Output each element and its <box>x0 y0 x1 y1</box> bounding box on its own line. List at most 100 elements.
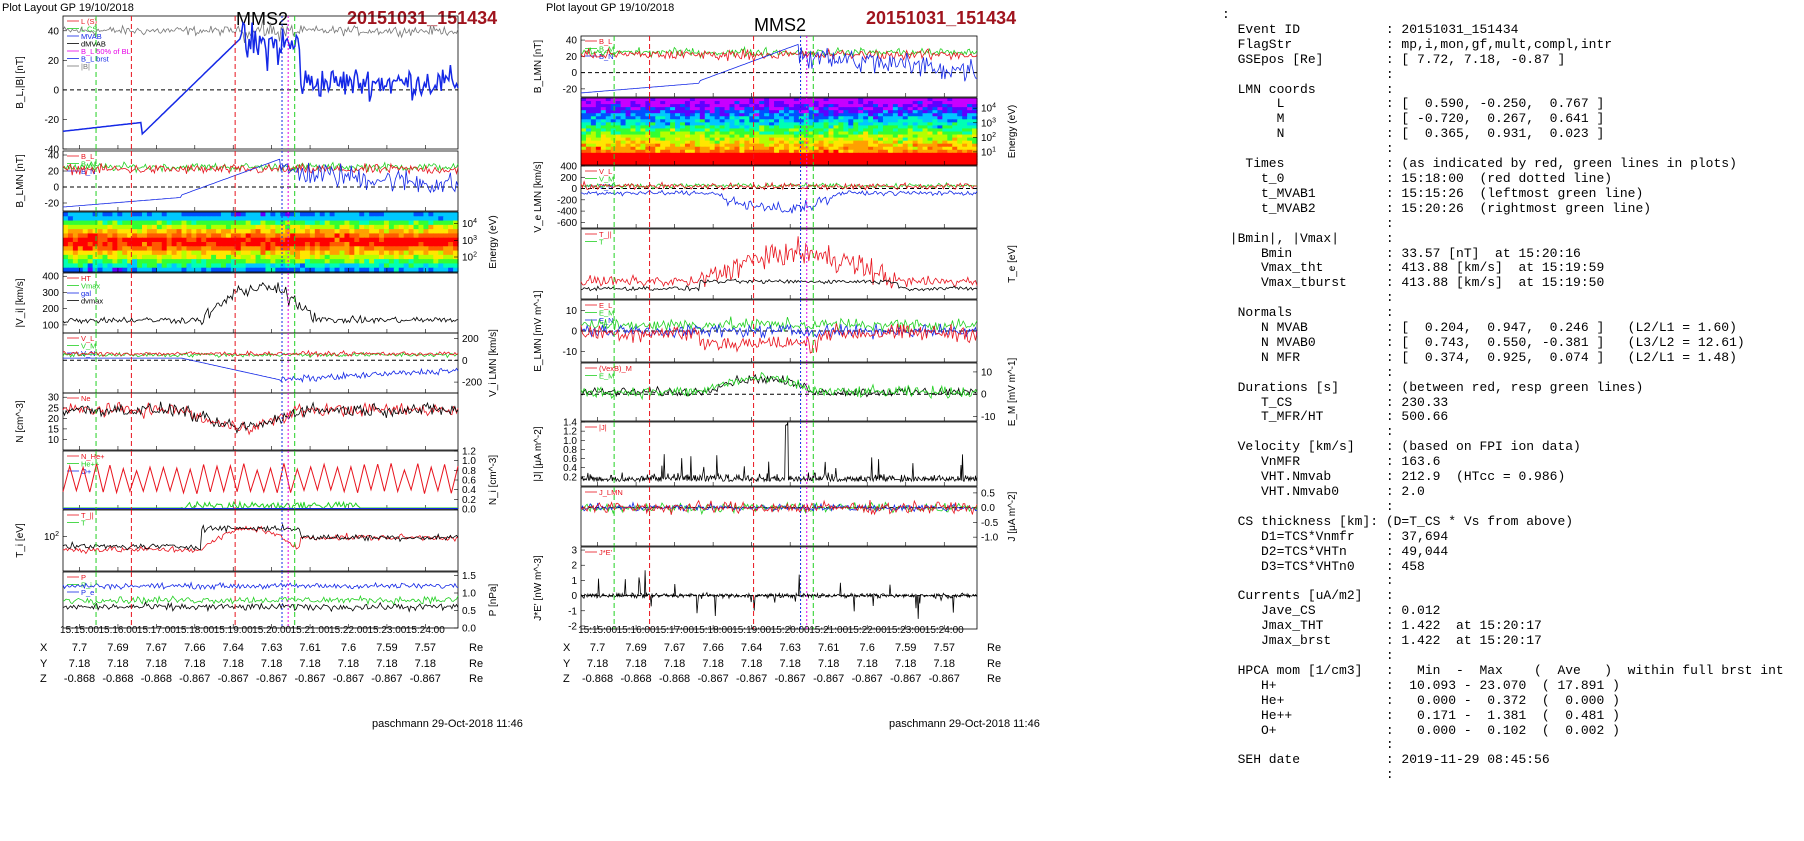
spectrogram-cell <box>290 216 296 222</box>
spectrogram-cell <box>354 224 360 230</box>
spectrogram-cell <box>873 98 879 102</box>
spectrogram-cell <box>196 254 202 260</box>
summary-line: N MVAB : [ 0.204, 0.947, 0.246 ] (L2/L1 … <box>1222 320 1737 336</box>
spectrogram-cell <box>853 161 859 166</box>
spectrogram-cell <box>868 146 874 151</box>
spectrogram-cell <box>77 237 84 243</box>
spectrogram-cell <box>127 250 133 256</box>
spectrogram-cell <box>650 131 656 136</box>
spectrogram-cell <box>813 98 820 102</box>
spectrogram-cell <box>774 155 780 160</box>
spectrogram-cell <box>858 101 864 105</box>
y-tick-label: -10 <box>563 347 578 358</box>
y-axis-label: |V_i| [km/s] <box>15 278 26 327</box>
panel-frame <box>62 211 459 273</box>
spectrogram-cell <box>295 250 301 256</box>
spectrogram-cell <box>354 254 360 260</box>
spectrogram-cell <box>709 98 716 102</box>
spectrogram-cell <box>369 233 375 239</box>
spectrogram-cell <box>754 128 760 133</box>
spectrogram-cell <box>858 158 864 163</box>
position-value: -0.867 <box>697 673 729 685</box>
spectrogram-cell <box>196 220 202 226</box>
spectrogram-cell <box>240 233 247 239</box>
spectrogram-cell <box>423 224 429 230</box>
spectrogram-cell <box>635 146 641 151</box>
spectrogram-cell <box>625 131 632 136</box>
spectrogram-cell <box>828 110 835 114</box>
summary-line: Vmax_tburst : 413.88 [km/s] at 15:19:50 <box>1222 275 1605 291</box>
event-summary-text: : Event ID : 20151031_151434 FlagStr : m… <box>1222 7 1784 783</box>
spectrogram-cell <box>117 233 123 239</box>
spectrogram-cell <box>858 137 864 142</box>
spectrogram-cell <box>818 122 825 127</box>
summary-line: VHT.Nmvab : 212.9 (HTcc = 0.986) <box>1222 469 1566 485</box>
spectrogram-cell <box>774 158 780 163</box>
spectrogram-cell <box>102 263 109 269</box>
spectrogram-cell <box>937 140 943 145</box>
spectrogram-cell <box>595 110 602 114</box>
spectrogram-cell <box>585 128 592 133</box>
spectrogram-cell <box>245 233 252 239</box>
spectrogram-cell <box>769 113 775 117</box>
series-line <box>580 373 978 398</box>
spectrogram-cell <box>818 116 825 120</box>
spectrogram-cell <box>803 134 810 139</box>
spectrogram-cell <box>186 250 192 256</box>
spectrogram-cell <box>912 110 919 114</box>
spectrogram-cell <box>783 122 790 127</box>
spectrogram-cell <box>393 259 400 265</box>
spectrogram-cell <box>196 263 202 269</box>
position-value: 7.18 <box>414 657 437 670</box>
spectrogram-cell <box>788 149 795 154</box>
spectrogram-cell <box>729 116 736 120</box>
spectrogram-cell <box>620 161 627 166</box>
spectrogram-cell <box>813 116 820 120</box>
spectrogram-cell <box>957 146 963 151</box>
spectrogram-cell <box>300 263 306 269</box>
spectrogram-cell <box>932 116 938 120</box>
spectrogram-cell <box>216 216 222 222</box>
spectrogram-cell <box>206 224 212 230</box>
spectrogram-cell <box>947 143 953 148</box>
spectrogram-cell <box>873 128 879 133</box>
spectrogram-cell <box>314 250 321 256</box>
spectrogram-cell <box>300 254 306 260</box>
spectrogram-cell <box>309 212 316 217</box>
spectrogram-cell <box>196 212 202 217</box>
spectrogram-cell <box>783 107 790 111</box>
spectrogram-cell <box>793 122 800 127</box>
spectrogram-cell <box>892 134 899 139</box>
spectrogram-cell <box>280 237 286 243</box>
spectrogram-cell <box>650 122 656 127</box>
spectrogram-cell <box>863 134 869 139</box>
spectrogram-cell <box>853 110 859 114</box>
spectrogram-cell <box>967 155 973 160</box>
spectrogram-cell <box>937 113 943 117</box>
spectrogram-cell <box>734 143 740 148</box>
spectrogram-cell <box>759 131 765 136</box>
spectrogram-cell <box>793 116 800 120</box>
spectrogram-cell <box>719 110 726 114</box>
spectrogram-cell <box>897 149 904 154</box>
spectrogram-cell <box>605 161 612 166</box>
spectrogram-cell <box>630 107 637 111</box>
spectrogram-cell <box>290 263 296 269</box>
spectrogram-cell <box>339 220 346 226</box>
spectrogram-cell <box>359 246 365 252</box>
spectrogram-cell <box>843 110 849 114</box>
spectrogram-cell <box>779 155 785 160</box>
spectrogram-cell <box>699 143 706 148</box>
spectrogram-cell <box>585 122 592 127</box>
spectrogram-cell <box>324 216 331 222</box>
spectrogram-cell <box>245 242 252 247</box>
spectrogram-cell <box>917 134 924 139</box>
spectrogram-cell <box>211 267 217 273</box>
spectrogram-cell <box>359 242 365 247</box>
spectrogram-cell <box>882 116 889 120</box>
spectrogram-cell <box>694 110 701 114</box>
spectrogram-cell <box>625 140 632 145</box>
spectrogram-cell <box>630 113 637 117</box>
spectrogram-cell <box>225 233 232 239</box>
spectrogram-cell <box>87 220 94 226</box>
